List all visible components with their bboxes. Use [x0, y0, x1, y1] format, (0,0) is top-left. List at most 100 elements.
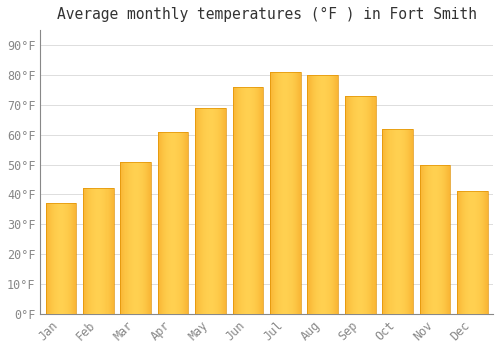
Bar	[200, 108, 202, 314]
Bar	[461, 191, 462, 314]
Bar	[57, 203, 58, 314]
Bar	[284, 72, 286, 314]
Bar	[249, 87, 250, 314]
Bar	[327, 75, 328, 314]
Bar	[275, 72, 276, 314]
Bar	[308, 75, 338, 314]
Bar	[222, 108, 223, 314]
Bar	[474, 191, 476, 314]
Bar	[142, 161, 143, 314]
Bar	[353, 96, 354, 314]
Bar	[425, 164, 426, 314]
Bar	[141, 161, 142, 314]
Bar	[204, 108, 206, 314]
Bar	[102, 188, 104, 314]
Bar	[166, 132, 167, 314]
Bar	[246, 87, 247, 314]
Bar	[404, 129, 405, 314]
Bar	[122, 161, 124, 314]
Bar	[83, 188, 84, 314]
Bar	[278, 72, 280, 314]
Bar	[46, 203, 76, 314]
Bar	[366, 96, 368, 314]
Bar	[162, 132, 163, 314]
Bar	[441, 164, 442, 314]
Bar	[132, 161, 134, 314]
Bar	[312, 75, 314, 314]
Bar	[398, 129, 400, 314]
Bar	[202, 108, 203, 314]
Bar	[236, 87, 238, 314]
Bar	[244, 87, 245, 314]
Bar	[46, 203, 48, 314]
Bar	[120, 161, 151, 314]
Bar	[443, 164, 444, 314]
Bar	[224, 108, 225, 314]
Bar	[352, 96, 353, 314]
Bar	[431, 164, 432, 314]
Bar	[382, 129, 384, 314]
Bar	[358, 96, 359, 314]
Bar	[472, 191, 474, 314]
Bar	[243, 87, 244, 314]
Bar	[308, 75, 310, 314]
Bar	[442, 164, 443, 314]
Bar	[248, 87, 249, 314]
Bar	[273, 72, 274, 314]
Bar	[64, 203, 65, 314]
Bar	[110, 188, 112, 314]
Bar	[258, 87, 259, 314]
Bar	[234, 87, 236, 314]
Bar	[65, 203, 66, 314]
Bar	[480, 191, 482, 314]
Bar	[470, 191, 472, 314]
Bar	[72, 203, 73, 314]
Bar	[333, 75, 334, 314]
Bar	[96, 188, 98, 314]
Bar	[356, 96, 357, 314]
Bar	[388, 129, 390, 314]
Bar	[163, 132, 164, 314]
Bar	[444, 164, 446, 314]
Bar	[161, 132, 162, 314]
Bar	[314, 75, 316, 314]
Bar	[150, 161, 151, 314]
Bar	[354, 96, 355, 314]
Bar	[274, 72, 275, 314]
Bar	[407, 129, 408, 314]
Bar	[67, 203, 68, 314]
Bar	[173, 132, 174, 314]
Bar	[74, 203, 75, 314]
Bar	[104, 188, 106, 314]
Bar	[362, 96, 364, 314]
Bar	[420, 164, 450, 314]
Bar	[332, 75, 333, 314]
Bar	[89, 188, 90, 314]
Bar	[90, 188, 91, 314]
Bar	[435, 164, 436, 314]
Bar	[382, 129, 413, 314]
Bar	[128, 161, 130, 314]
Bar	[486, 191, 487, 314]
Bar	[294, 72, 296, 314]
Bar	[98, 188, 100, 314]
Bar	[277, 72, 278, 314]
Bar	[66, 203, 67, 314]
Bar	[180, 132, 182, 314]
Bar	[56, 203, 57, 314]
Bar	[325, 75, 326, 314]
Bar	[218, 108, 220, 314]
Bar	[225, 108, 226, 314]
Bar	[159, 132, 160, 314]
Bar	[146, 161, 147, 314]
Bar	[374, 96, 376, 314]
Bar	[130, 161, 132, 314]
Bar	[433, 164, 434, 314]
Bar	[484, 191, 486, 314]
Bar	[282, 72, 284, 314]
Bar	[68, 203, 69, 314]
Bar	[245, 87, 246, 314]
Bar	[460, 191, 461, 314]
Bar	[359, 96, 360, 314]
Bar	[260, 87, 262, 314]
